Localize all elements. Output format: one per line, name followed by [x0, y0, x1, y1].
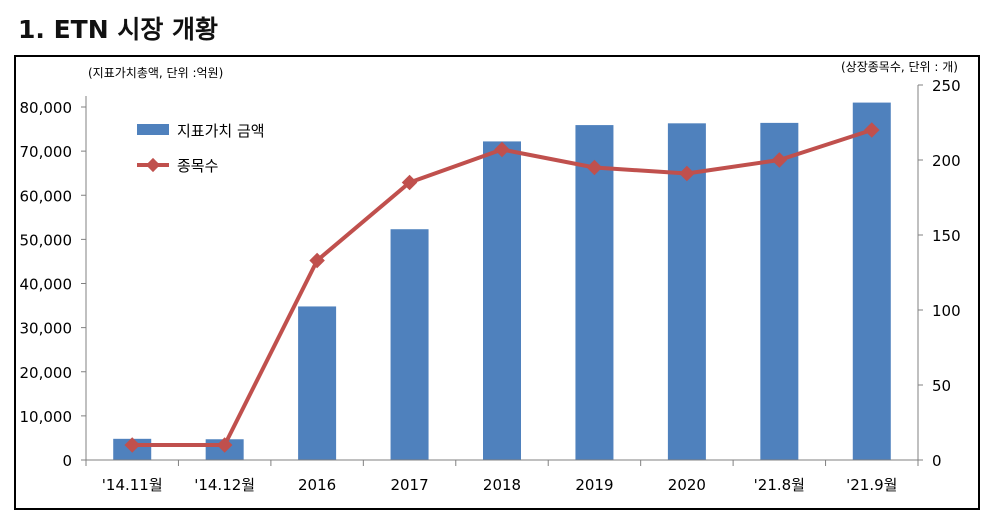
- bar: [852, 102, 891, 461]
- line-point: [494, 141, 510, 158]
- axes-layer: 0 10,000 20,000 30,000 40,000 50,000 60,000 70,…: [20, 77, 961, 494]
- left-tick-label: 10,000: [20, 408, 73, 426]
- x-tick-label: 2020: [668, 476, 706, 494]
- left-tick-label: 0: [62, 452, 72, 470]
- x-tick-label: '21.9월: [846, 476, 897, 494]
- left-axis-label: (지표가치총액, 단위 :억원): [88, 66, 223, 80]
- bar: [575, 125, 614, 460]
- right-tick-label: 0: [932, 452, 942, 470]
- line-point: [401, 174, 418, 191]
- x-tick-label: 2018: [483, 476, 521, 494]
- chart-frame: [14, 55, 980, 510]
- right-axis-label: (상장종목수, 단위 : 개): [841, 60, 958, 74]
- line-point: [679, 165, 695, 182]
- x-tick-label: '14.11월: [102, 476, 163, 494]
- left-tick-label: 60,000: [20, 187, 73, 205]
- x-tick-label: 2016: [298, 476, 336, 494]
- legend: 지표가치 금액 종목수: [137, 122, 265, 175]
- bar: [298, 306, 337, 460]
- legend-line-label: 종목수: [177, 157, 218, 175]
- left-tick-label: 70,000: [20, 143, 73, 161]
- right-tick-label: 250: [932, 77, 961, 95]
- x-tick-label: '14.12월: [194, 476, 255, 494]
- x-tick-label: 2019: [575, 476, 613, 494]
- legend-bar-label: 지표가치 금액: [177, 122, 265, 140]
- x-tick-label: 2017: [390, 476, 428, 494]
- page-title: 1. ETN 시장 개황: [18, 15, 219, 44]
- right-tick-label: 50: [932, 377, 951, 395]
- x-tick-label: '21.8월: [754, 476, 805, 494]
- left-tick-label: 80,000: [20, 99, 73, 117]
- bar: [483, 141, 521, 461]
- right-tick-label: 200: [932, 152, 961, 170]
- left-tick-label: 50,000: [20, 231, 73, 249]
- line-point: [586, 159, 603, 176]
- left-tick-label: 40,000: [20, 276, 73, 294]
- line-point: [771, 152, 788, 168]
- left-tick-label: 20,000: [20, 364, 73, 382]
- legend-line-marker: [145, 157, 161, 173]
- left-tick-label: 30,000: [20, 320, 73, 338]
- right-tick-label: 150: [932, 227, 961, 245]
- bar: [760, 122, 799, 460]
- legend-bar-swatch: [137, 124, 169, 135]
- right-tick-label: 100: [932, 302, 961, 320]
- bar: [390, 229, 429, 460]
- line-point: [216, 437, 233, 453]
- bars-layer: [113, 102, 891, 461]
